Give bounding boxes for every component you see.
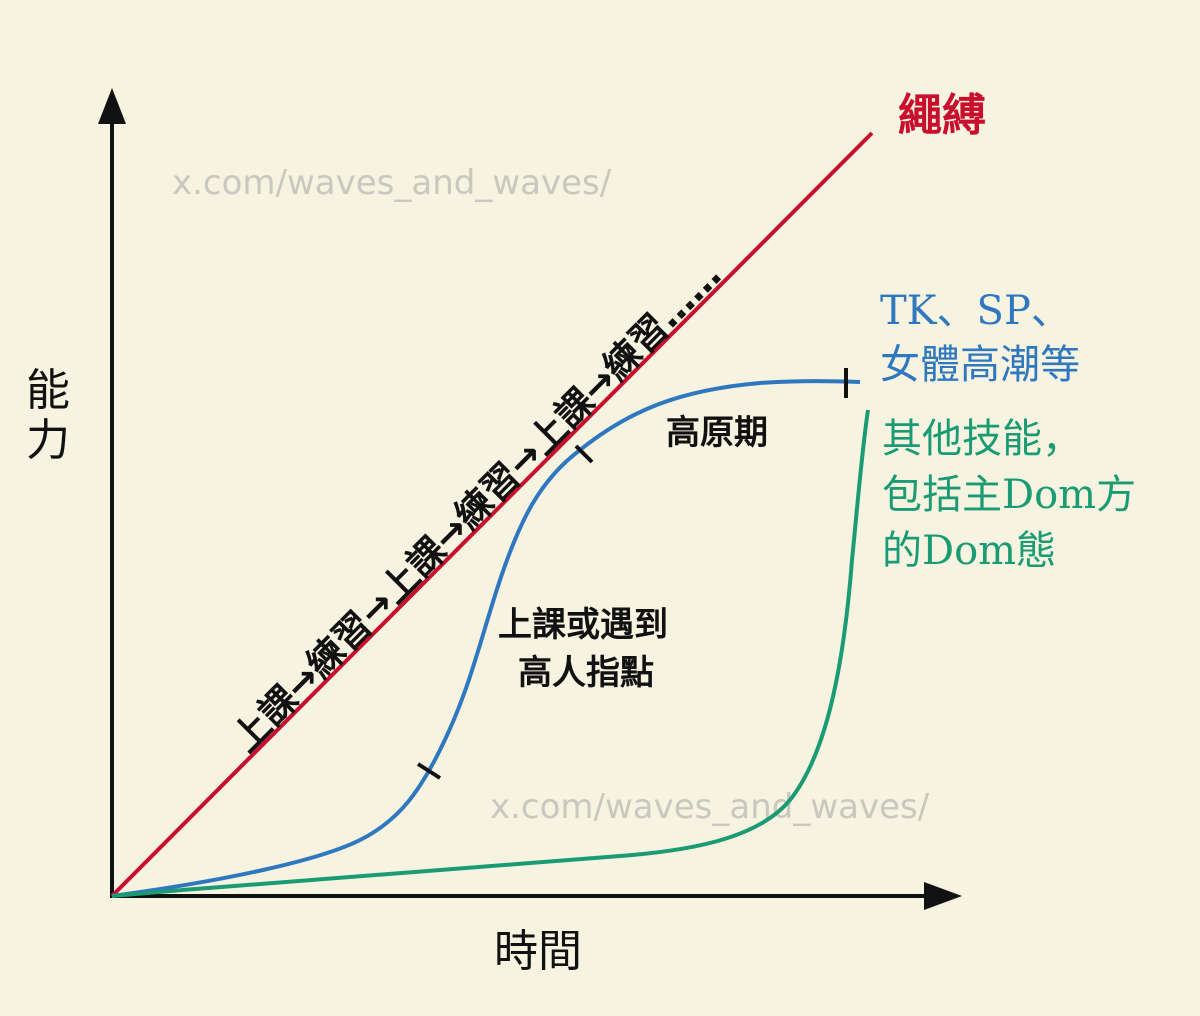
tk-sp-tick-1 bbox=[416, 762, 442, 780]
other-skills-label-line-3: 的Dom態 bbox=[882, 528, 1056, 574]
tk-sp-tick-2 bbox=[574, 444, 594, 464]
x-axis-label: 時間 bbox=[494, 926, 582, 977]
tk-sp-curve bbox=[111, 379, 861, 898]
watermark-top: x.com/waves_and_waves/ bbox=[172, 163, 612, 203]
middle-phase-annotation-line-1: 上課或遇到 bbox=[498, 605, 668, 645]
tk-sp-label-line-2: 女體高潮等 bbox=[880, 342, 1080, 388]
plateau-annotation: 高原期 bbox=[666, 413, 768, 453]
rope-label: 繩縛 bbox=[898, 90, 986, 141]
x-axis-arrowhead bbox=[924, 882, 962, 910]
y-axis-label-char-1: 能 bbox=[26, 365, 70, 416]
tk-sp-label-line-1: TK、SP、 bbox=[880, 288, 1071, 334]
watermark-bottom: x.com/waves_and_waves/ bbox=[490, 787, 930, 827]
other-skills-label-line-2: 包括主Dom方 bbox=[882, 472, 1136, 518]
other-skills-label-line-1: 其他技能， bbox=[882, 416, 1082, 462]
rope-line bbox=[110, 131, 874, 898]
y-axis-label-char-2: 力 bbox=[26, 415, 70, 466]
y-axis-arrowhead bbox=[98, 88, 126, 124]
middle-phase-annotation-line-2: 高人指點 bbox=[518, 653, 654, 693]
other-skills-curve bbox=[111, 409, 870, 898]
